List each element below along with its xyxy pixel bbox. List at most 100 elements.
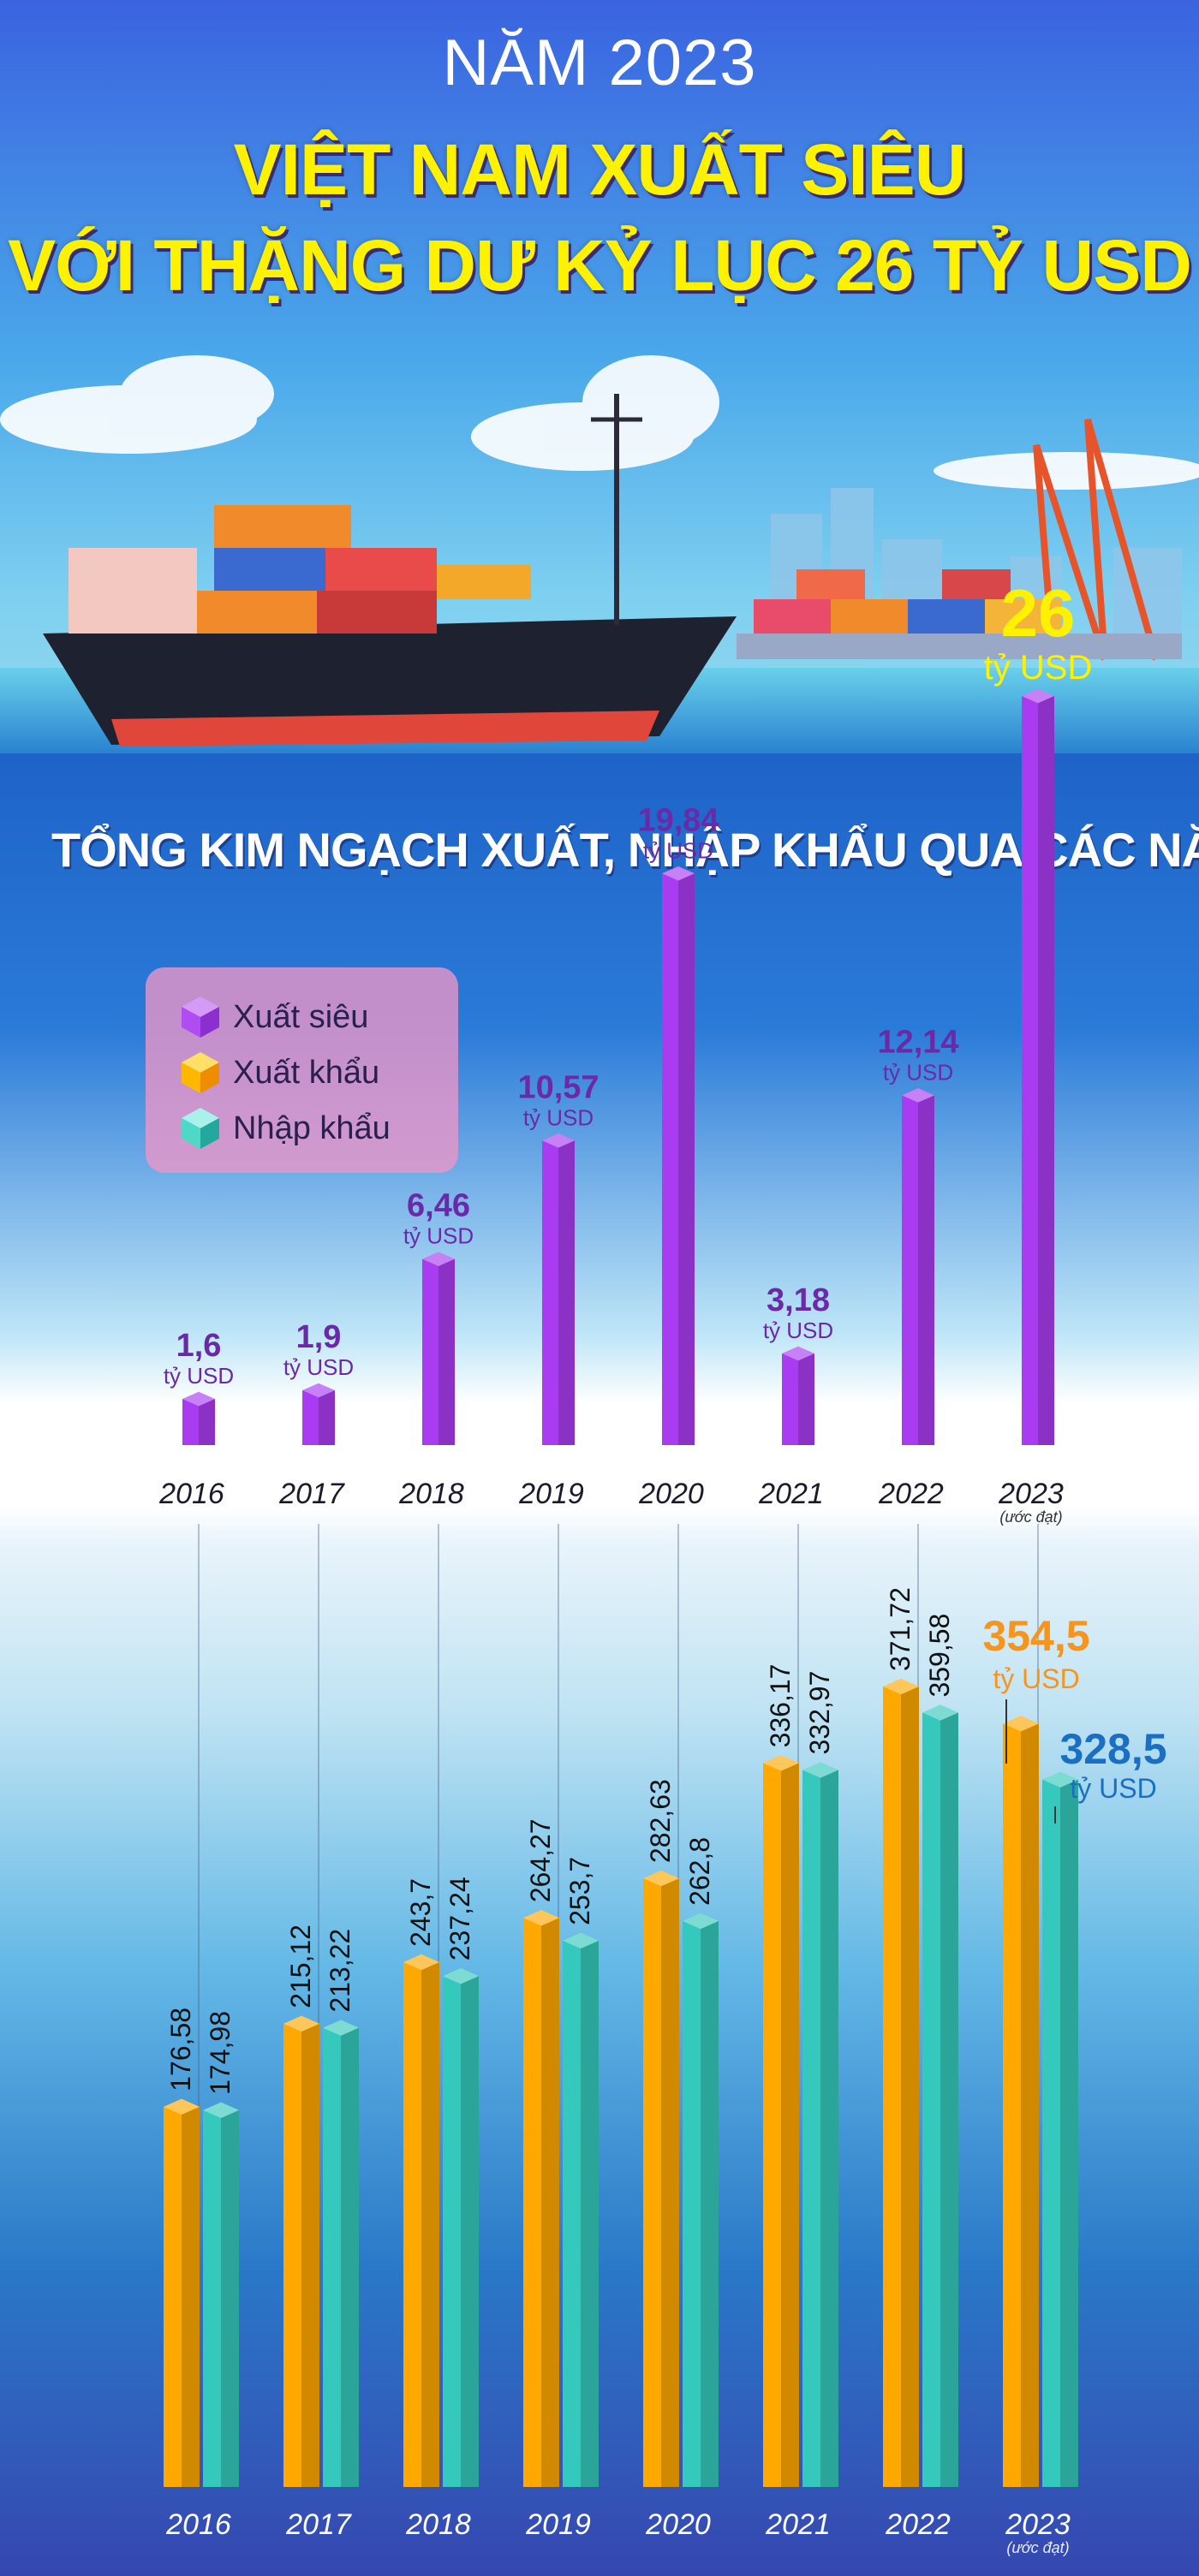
export-value-label-2017: 215,12 xyxy=(285,1925,316,2008)
bar-top xyxy=(523,1910,559,1926)
surplus-value-label-2016: 1,6 xyxy=(176,1328,222,1364)
bar-face-right xyxy=(319,1390,335,1445)
import-value-label-2020: 262,8 xyxy=(684,1837,715,1906)
bar-face-right xyxy=(820,1770,838,2487)
legend-item-export: Xuất khẩu xyxy=(180,1049,379,1097)
x-tick-label-2019: 2019 xyxy=(525,2508,591,2541)
surplus-value-label-2017: 1,9 xyxy=(296,1319,342,1355)
surplus-unit-label: tỷ USD xyxy=(283,1354,354,1380)
export-bar-2017 xyxy=(283,2015,319,2487)
bar-face-left xyxy=(422,1258,438,1445)
estimate-note: (ước đạt) xyxy=(1006,2539,1069,2556)
containers-dock xyxy=(737,569,1182,659)
surplus-bar-2019 xyxy=(542,1133,575,1445)
estimate-note: (ước đạt) xyxy=(999,1508,1062,1526)
bar-face-left xyxy=(1003,1723,1021,2487)
surplus-bar-2017 xyxy=(302,1383,335,1445)
bar-top xyxy=(662,866,695,881)
bar-top xyxy=(403,1954,439,1971)
bar-face-left xyxy=(1022,696,1038,1445)
cube-icon xyxy=(182,996,219,1038)
bar-face-right xyxy=(940,1712,958,2487)
bar-face-right xyxy=(901,1687,919,2487)
bar-top xyxy=(922,1704,958,1721)
x-tick-label-2016: 2016 xyxy=(165,2508,231,2541)
surplus-unit-label: tỷ USD xyxy=(164,1363,234,1389)
bar-face-right xyxy=(541,1918,559,2487)
bar-top xyxy=(1022,688,1054,704)
x-tick-label-2020: 2020 xyxy=(638,1478,704,1510)
import-unit-label: tỷ USD xyxy=(1070,1773,1156,1804)
bar-face-right xyxy=(182,2106,200,2487)
bar-face-right xyxy=(461,1976,479,2487)
bar-top xyxy=(422,1252,455,1266)
export-value-label-2019: 264,27 xyxy=(525,1818,556,1902)
bar-face-right xyxy=(661,1878,679,2487)
surplus-unit-label: tỷ USD xyxy=(984,649,1093,687)
import-bar-2018 xyxy=(443,1968,479,2487)
surplus-value-label-2020: 19,84 xyxy=(637,802,719,838)
import-value-label-2017: 213,22 xyxy=(325,1929,355,2013)
export-bar-2018 xyxy=(403,1954,439,2487)
import-bar-2022 xyxy=(922,1704,958,2487)
legend-item-surplus: Xuất siêu xyxy=(180,993,368,1041)
bar-face-right xyxy=(678,873,695,1445)
bar-face-right xyxy=(438,1258,455,1445)
bar-face-left xyxy=(283,2023,301,2487)
import-bar-2020 xyxy=(683,1913,719,2487)
export-value-label-2022: 371,72 xyxy=(885,1587,916,1671)
bar-top xyxy=(283,2015,319,2032)
x-tick-label-2018: 2018 xyxy=(398,1478,464,1510)
bar-face-left xyxy=(542,1140,558,1445)
bar-face-left xyxy=(563,1940,581,2487)
export-value-label-2018: 243,7 xyxy=(405,1878,436,1947)
bar-top xyxy=(1042,1771,1078,1788)
bar-face-left xyxy=(1042,1779,1060,2487)
bar-face-left xyxy=(403,1962,421,2487)
surplus-value-label-2023: 26 xyxy=(1001,575,1076,651)
surplus-unit-label: tỷ USD xyxy=(763,1318,833,1343)
export-unit-label: tỷ USD xyxy=(993,1663,1079,1694)
bar-top xyxy=(542,1133,575,1148)
bar-top xyxy=(302,1383,335,1398)
bar-face-left xyxy=(883,1687,901,2487)
export-bar-2021 xyxy=(763,1755,799,2487)
bar-top xyxy=(883,1678,919,1695)
surplus-value-label-2018: 6,46 xyxy=(407,1188,470,1224)
surplus-unit-label: tỷ USD xyxy=(643,837,713,863)
cube-icon xyxy=(182,1108,219,1149)
surplus-bar-2022 xyxy=(902,1088,934,1445)
x-tick-label-2023: 2023 xyxy=(1005,2508,1071,2541)
bar-face-right xyxy=(558,1140,575,1445)
export-value-label-2023: 354,5 xyxy=(982,1612,1089,1660)
surplus-bar-2020 xyxy=(662,866,695,1445)
import-bar-2017 xyxy=(323,2020,359,2487)
import-bar-2016 xyxy=(203,2102,239,2487)
surplus-bar-2021 xyxy=(782,1346,814,1445)
header-title-line2: VỚI THẶNG DƯ KỶ LỤC 26 TỶ USD xyxy=(8,225,1192,306)
bar-face-right xyxy=(421,1962,439,2487)
bar-top xyxy=(563,1932,599,1949)
export-bar-2016 xyxy=(164,2098,200,2487)
import-bar-2023 xyxy=(1042,1771,1078,2487)
export-bar-2022 xyxy=(883,1678,919,2487)
import-bar-2021 xyxy=(802,1762,838,2487)
bar-top xyxy=(203,2102,239,2119)
bar-face-right xyxy=(1021,1723,1039,2487)
bar-face-left xyxy=(443,1976,461,2487)
x-tick-label-2022: 2022 xyxy=(878,1478,944,1510)
x-tick-label-2020: 2020 xyxy=(645,2508,711,2541)
x-tick-label-2019: 2019 xyxy=(518,1478,584,1510)
bar-top xyxy=(443,1968,479,1984)
surplus-value-label-2022: 12,14 xyxy=(877,1024,958,1060)
surplus-bar-2016 xyxy=(182,1391,215,1445)
export-value-label-2021: 336,17 xyxy=(765,1664,796,1748)
import-value-label-2019: 253,7 xyxy=(564,1857,595,1925)
import-value-label-2022: 359,58 xyxy=(924,1614,955,1698)
bar-face-right xyxy=(701,1920,719,2487)
bar-face-right xyxy=(1060,1779,1078,2487)
bar-top xyxy=(802,1762,838,1778)
header-year: NĂM 2023 xyxy=(442,27,757,99)
cube-icon xyxy=(182,1052,219,1093)
x-tick-label-2021: 2021 xyxy=(765,2508,831,2541)
